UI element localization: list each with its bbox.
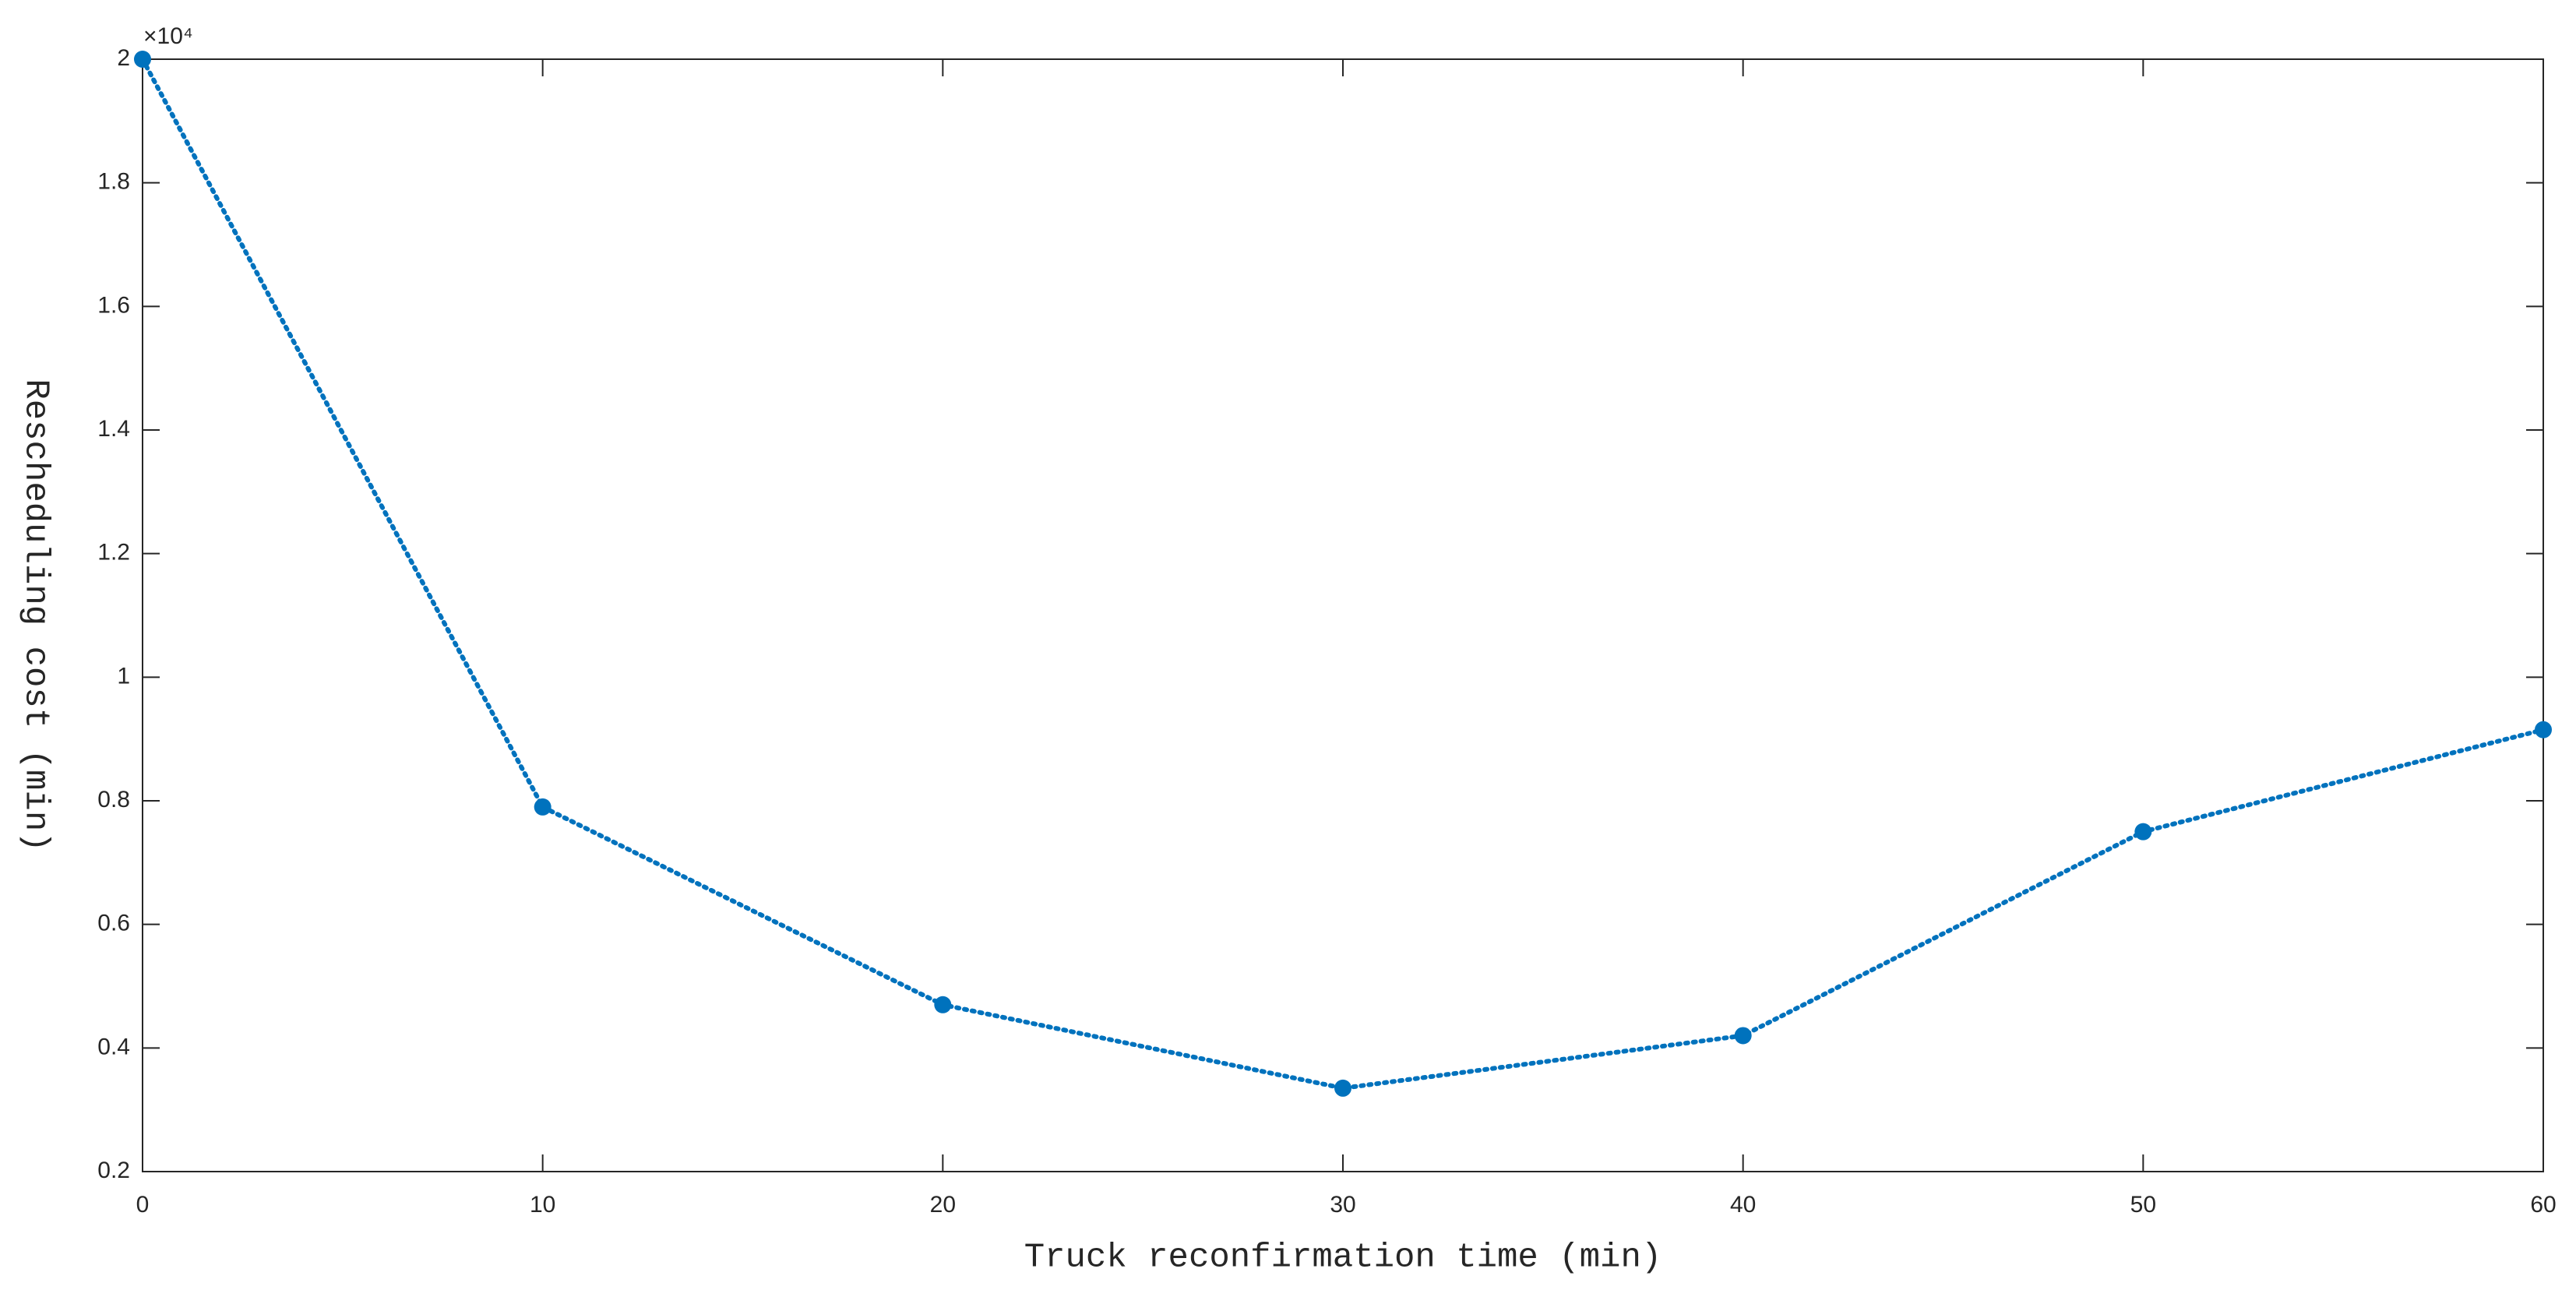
y-multiplier: ×10⁴ <box>143 23 193 49</box>
data-point <box>934 996 952 1013</box>
y-tick-label: 1.4 <box>97 416 130 442</box>
data-point <box>1334 1079 1351 1097</box>
y-tick-label: 0.2 <box>97 1158 130 1183</box>
data-point <box>2134 823 2152 841</box>
axes-box <box>142 58 2544 1172</box>
y-tick-label: 1.2 <box>97 540 130 566</box>
y-tick-label: 1 <box>117 663 130 689</box>
data-point <box>1734 1027 1752 1045</box>
x-tick-label: 40 <box>1730 1192 1756 1218</box>
y-tick-label: 1.8 <box>97 169 130 195</box>
x-axis-title: Truck reconfirmation time (min) <box>1024 1239 1662 1278</box>
series-line <box>140 57 2546 1091</box>
x-tick-label: 10 <box>530 1192 555 1218</box>
y-axis-title: Rescheduling cost (min) <box>16 379 55 851</box>
y-tick-label: 1.6 <box>97 292 130 318</box>
y-tick-label: 2 <box>117 45 130 71</box>
y-tick-label: 0.4 <box>97 1034 130 1059</box>
x-tick-label: 20 <box>930 1192 956 1218</box>
x-tick-label: 30 <box>1330 1192 1355 1218</box>
data-point <box>534 798 551 816</box>
y-tick-label: 0.8 <box>97 787 130 812</box>
x-tick-label: 0 <box>136 1192 150 1218</box>
x-tick-label: 60 <box>2530 1192 2556 1218</box>
x-tick-label: 50 <box>2130 1192 2156 1218</box>
data-point <box>134 51 151 68</box>
y-tick-label: 0.6 <box>97 911 130 936</box>
data-point <box>2535 721 2552 738</box>
